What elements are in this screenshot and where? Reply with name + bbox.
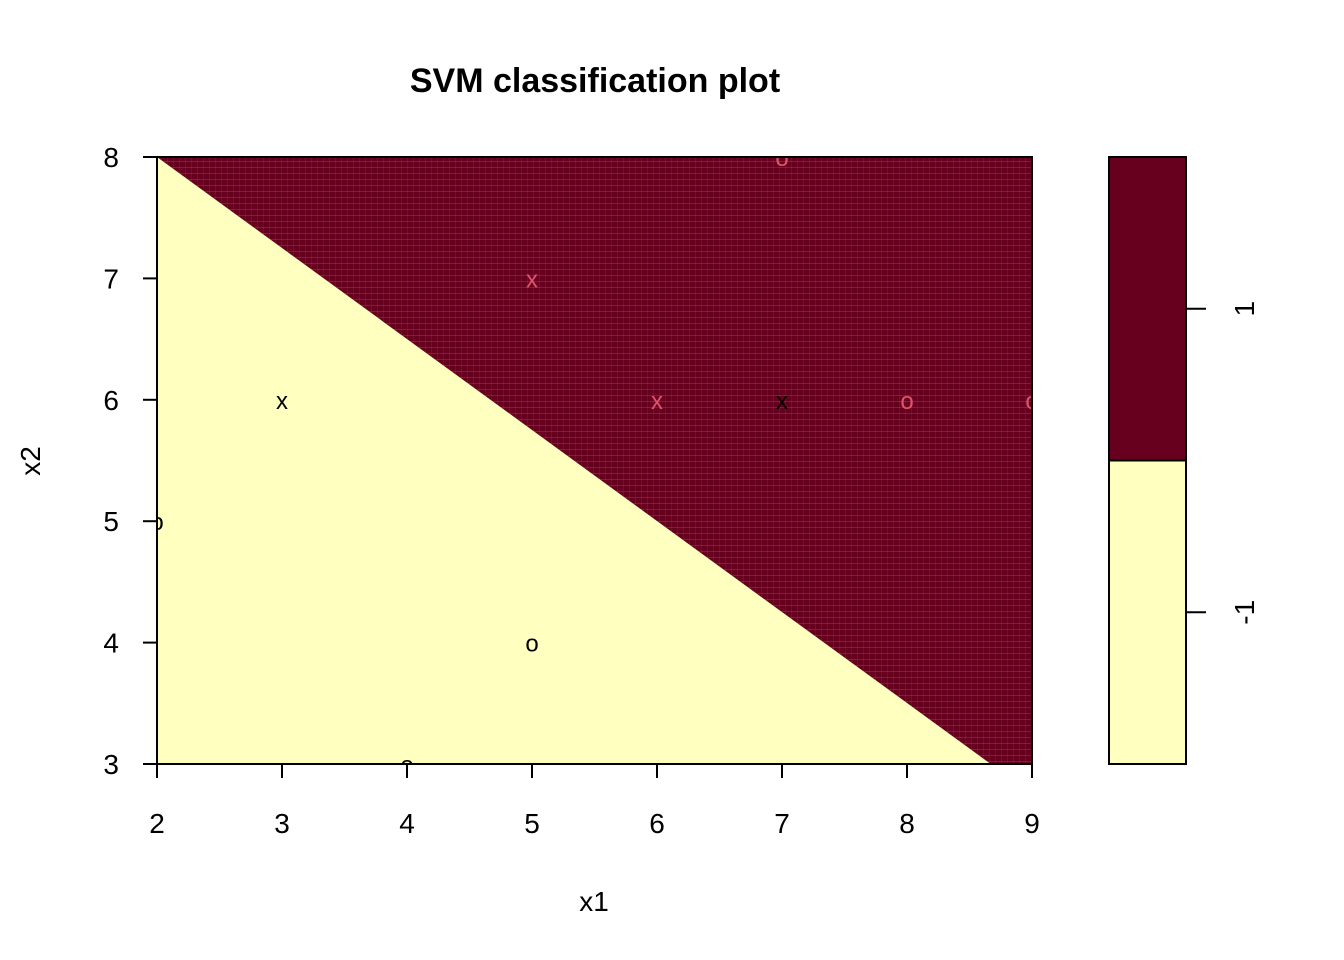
data-point: x	[276, 388, 288, 415]
data-point: o	[400, 752, 413, 779]
y-tick-label: 5	[103, 506, 119, 537]
x-tick-label: 9	[1024, 808, 1040, 839]
legend-swatch	[1108, 459, 1187, 765]
plot-area: o x o o x x x o o o	[150, 145, 1038, 779]
data-point: x	[776, 388, 788, 415]
legend: 1 -1	[1108, 156, 1260, 765]
x-tick-label: 6	[649, 808, 665, 839]
data-point: o	[775, 145, 788, 172]
y-tick-label: 7	[103, 263, 119, 294]
chart-title: SVM classification plot	[410, 62, 780, 100]
x-tick-label: 4	[399, 808, 415, 839]
legend-label: 1	[1229, 301, 1260, 317]
legend-swatch	[1108, 156, 1187, 462]
x-tick-label: 7	[774, 808, 790, 839]
data-point: o	[1025, 388, 1038, 415]
region-class-1-texture	[157, 157, 1032, 764]
data-point: o	[150, 509, 163, 536]
x-tick-label: 8	[899, 808, 915, 839]
data-point: x	[526, 266, 538, 293]
y-tick-label: 6	[103, 385, 119, 416]
data-point: x	[651, 388, 663, 415]
data-point: o	[900, 388, 913, 415]
x-axis-label: x1	[579, 886, 609, 917]
data-point: o	[525, 631, 538, 658]
y-tick-label: 4	[103, 628, 119, 659]
legend-label: -1	[1229, 600, 1260, 625]
x-tick-label: 2	[149, 808, 165, 839]
y-tick-label: 3	[103, 749, 119, 780]
y-axis: 3 4 5 6 7 8	[103, 142, 158, 780]
y-tick-label: 8	[103, 142, 119, 173]
x-tick-label: 5	[524, 808, 540, 839]
x-axis: 2 3 4 5 6 7 8 9	[149, 763, 1040, 839]
x-tick-label: 3	[274, 808, 290, 839]
y-axis-label: x2	[15, 446, 46, 476]
